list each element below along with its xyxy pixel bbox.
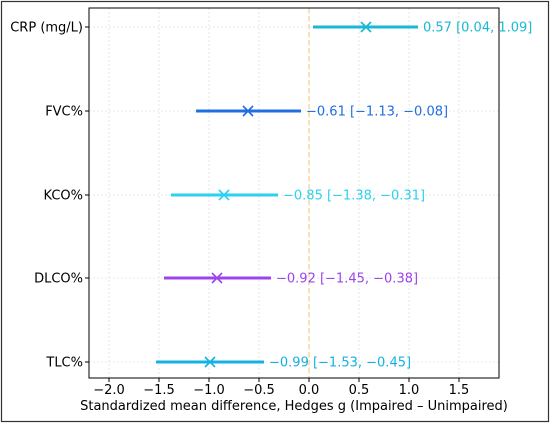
category-label: KCO% <box>44 189 83 204</box>
marker-stroke <box>242 105 254 117</box>
x-tick-label: −1.0 <box>193 383 225 398</box>
x-axis-label: Standardized mean difference, Hedges g (… <box>80 399 508 414</box>
marker-stroke <box>218 189 230 201</box>
x-tick-label: −1.5 <box>143 383 175 398</box>
category-label: CRP (mg/L) <box>10 21 83 36</box>
x-tick-label: −0.5 <box>243 383 275 398</box>
interval-marks: 0.57 [0.04, 1.09] −0.61 [−1.13, −0.08] −0.… <box>156 21 532 371</box>
x-tick-label: 1.5 <box>449 383 470 398</box>
marker-stroke <box>204 356 216 368</box>
point-estimate-marker <box>211 272 223 284</box>
x-tick-label: −2.0 <box>93 383 125 398</box>
category-label: DLCO% <box>34 272 83 287</box>
category-label: TLC% <box>45 356 83 371</box>
point-estimate-marker <box>242 105 254 117</box>
plot-area-frame <box>88 7 500 379</box>
marker-stroke <box>360 21 372 33</box>
estimate-label: −0.99 [−1.53, −0.45] <box>269 356 411 371</box>
estimate-label: −0.92 [−1.45, −0.38] <box>276 272 418 287</box>
estimate-label: 0.57 [0.04, 1.09] <box>423 21 532 36</box>
category-label: FVC% <box>45 105 83 120</box>
x-tick-label: 0.0 <box>299 383 320 398</box>
x-tick-label: 0.5 <box>349 383 370 398</box>
x-axis-ticks: −2.0 −1.5 −1.0 −0.5 0.0 0.5 1.0 1.5 <box>85 26 470 398</box>
x-tick-label: 1.0 <box>399 383 420 398</box>
y-axis-categories: CRP (mg/L) FVC% KCO% DLCO% TLC% <box>10 21 83 371</box>
point-estimate-marker <box>204 356 216 368</box>
point-estimate-marker <box>360 21 372 33</box>
marker-stroke <box>211 272 223 284</box>
point-estimate-marker <box>218 189 230 201</box>
estimate-label: −0.61 [−1.13, −0.08] <box>306 105 448 120</box>
estimate-label: −0.85 [−1.38, −0.31] <box>283 189 425 204</box>
